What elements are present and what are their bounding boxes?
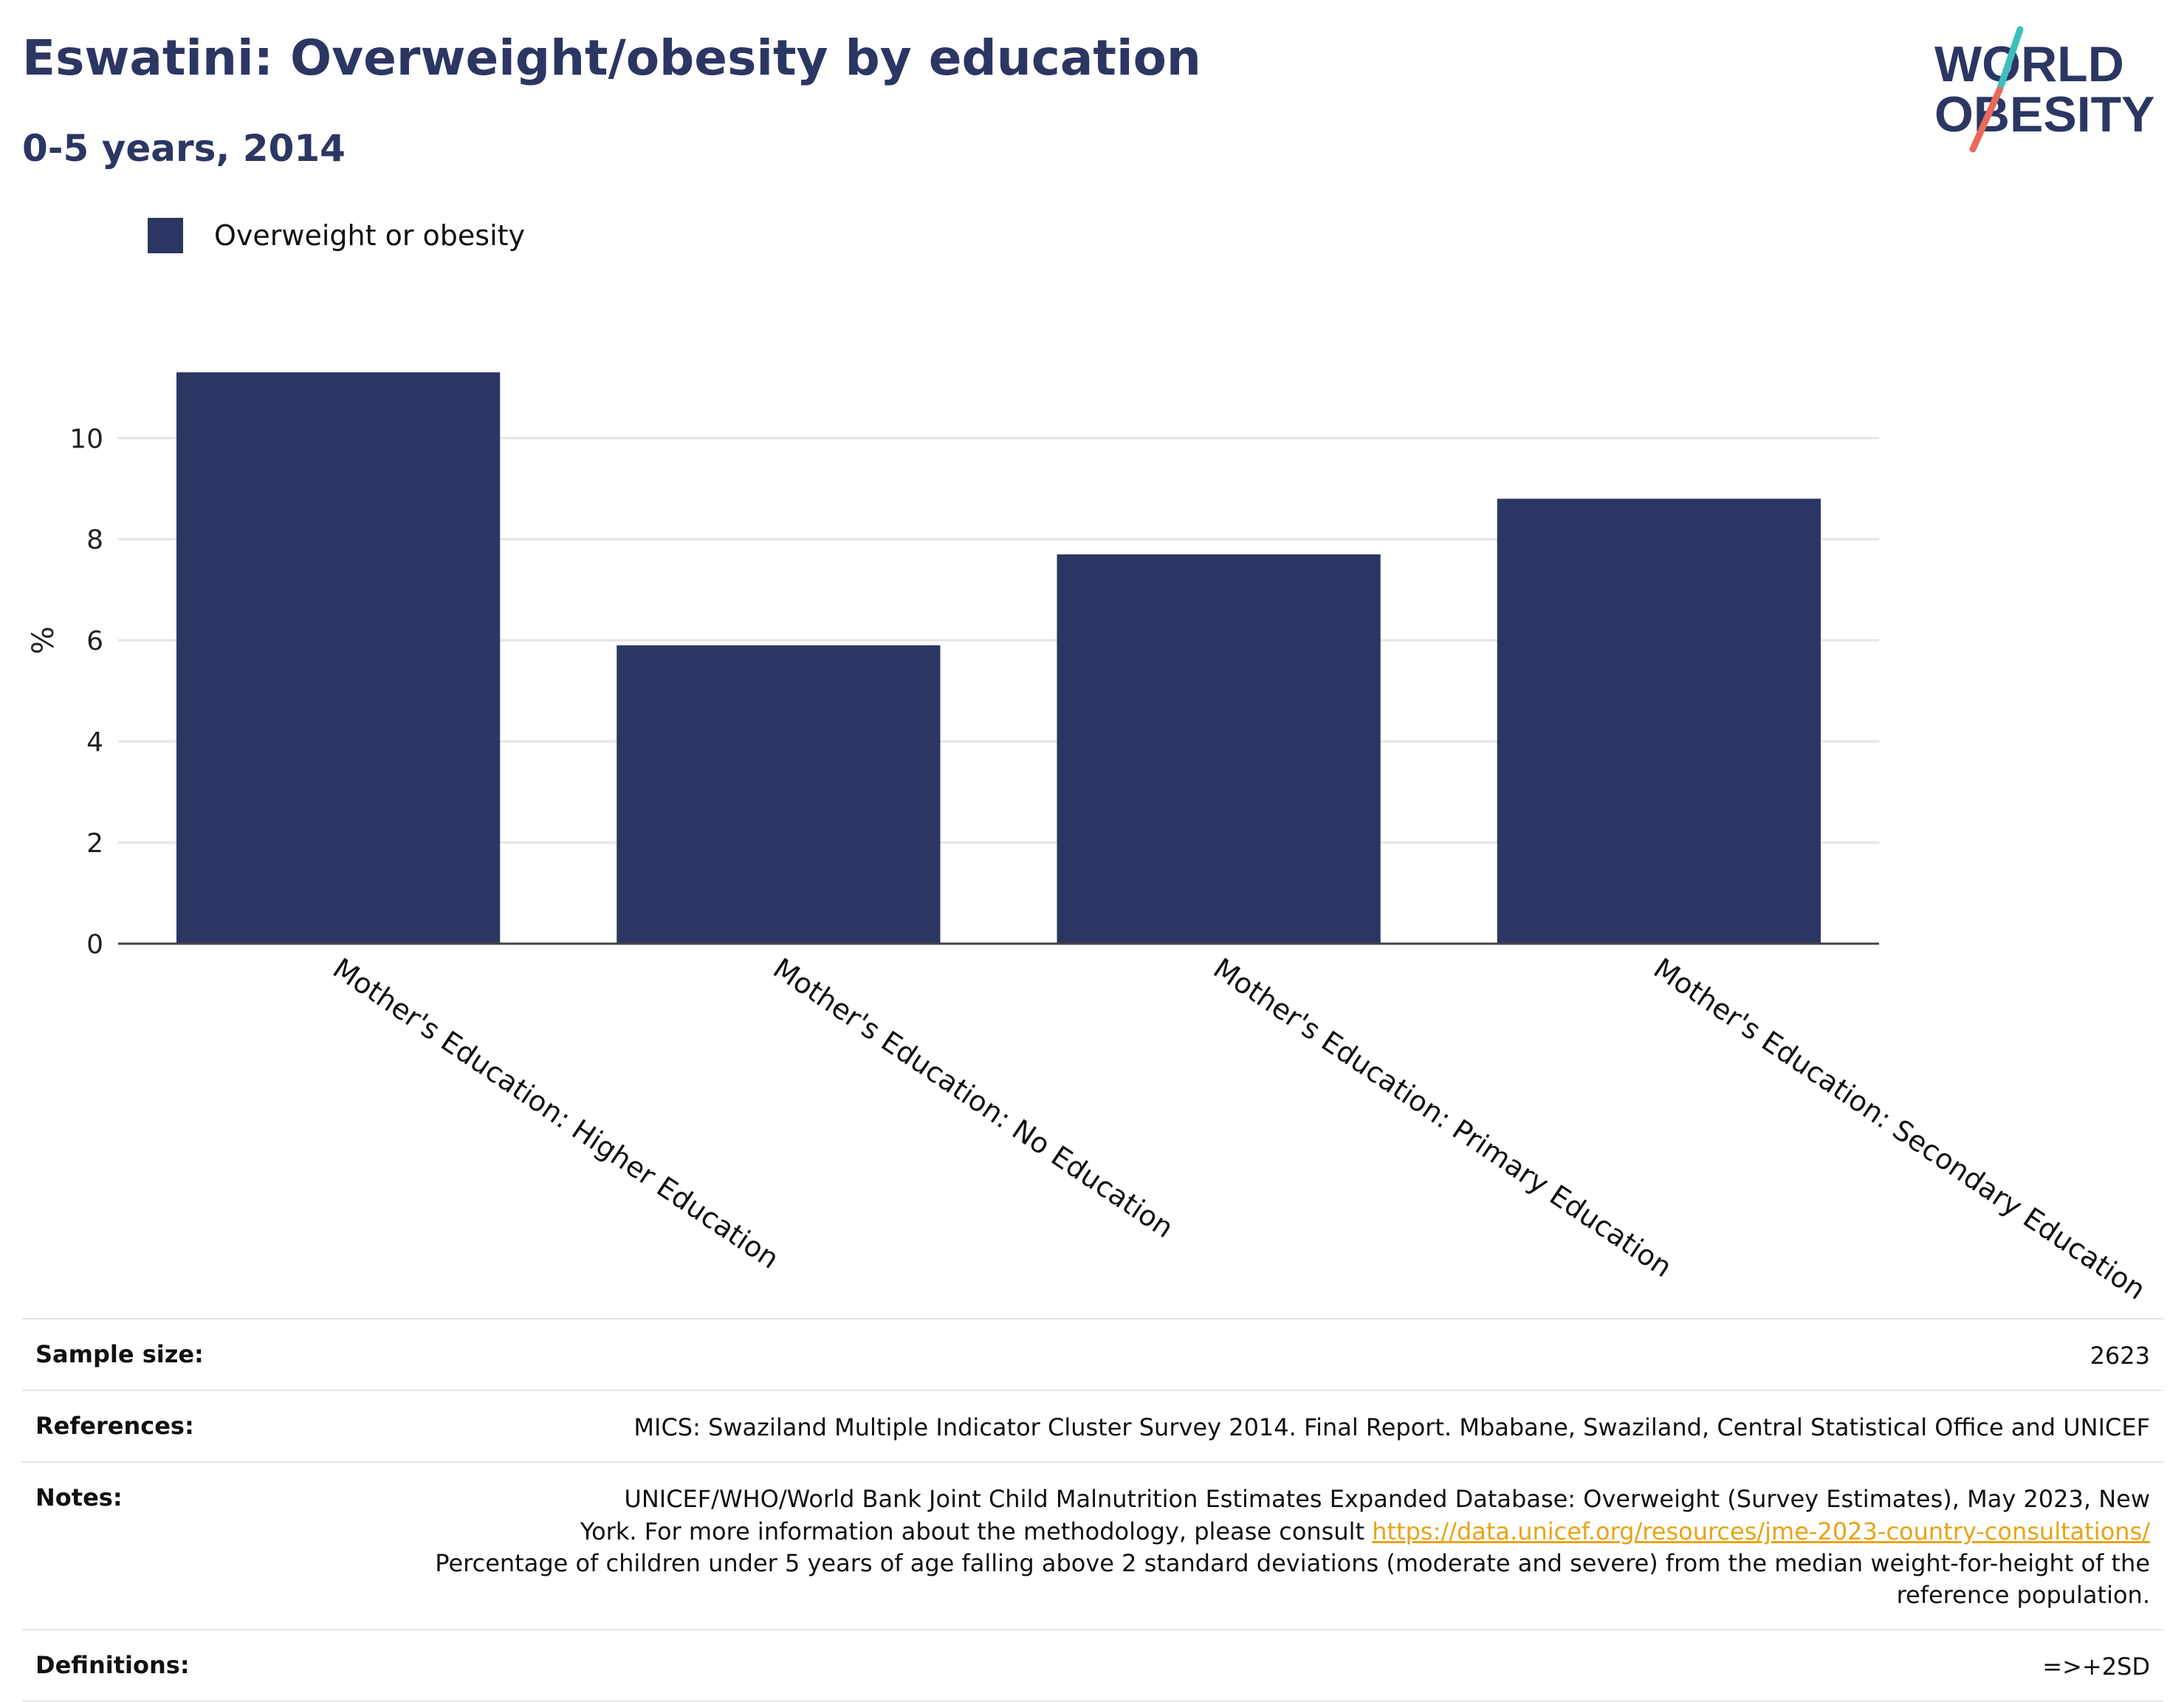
bar (1497, 498, 1821, 944)
logo-slash-bottom (1969, 86, 2003, 153)
y-tick-label: 4 (86, 727, 103, 758)
y-tick-label: 2 (86, 828, 103, 859)
y-axis-label: % (27, 626, 61, 654)
legend-swatch (148, 218, 183, 253)
footer-row-references: References: MICS: Swaziland Multiple Ind… (22, 1390, 2163, 1461)
sample-size-value: 2623 (2089, 1342, 2150, 1370)
notes-line-1: UNICEF/WHO/World Bank Joint Child Malnut… (624, 1485, 2150, 1514)
y-tick-label: 10 (69, 424, 103, 454)
bar (176, 372, 501, 944)
notes-line-2-text: York. For more information about the met… (580, 1517, 1373, 1545)
notes-line-2: York. For more information about the met… (580, 1517, 2150, 1545)
page-subtitle: 0-5 years, 2014 (22, 127, 346, 170)
methodology-link[interactable]: https://data.unicef.org/resources/jme-20… (1372, 1517, 2150, 1545)
logo-word-obesity: OBESITY (1934, 86, 2155, 143)
x-tick-label: Mother's Education: No Education (767, 952, 1179, 1244)
page-title: Eswatini: Overweight/obesity by educatio… (22, 30, 1201, 86)
x-tick-label: Mother's Education: Secondary Education (1648, 952, 2152, 1300)
definitions-label: Definitions: (35, 1651, 190, 1680)
bar-chart: 0 2 4 6 8 10% Mother's Education: Higher Educa… (27, 372, 2152, 1300)
bar (617, 645, 941, 944)
logo-slash-top (1996, 26, 2024, 94)
notes-line-3: Percentage of children under 5 years of … (435, 1548, 2150, 1609)
legend-label: Overweight or obesity (214, 219, 526, 252)
definitions-value: =>+2SD (2042, 1653, 2150, 1681)
x-tick-label: Mother's Education: Primary Education (1208, 952, 1678, 1283)
footer-table: Sample size: 2623 References: MICS: Swaz… (22, 1318, 2163, 1702)
logo-word-world: WORLD (1934, 36, 2124, 92)
y-tick-label: 8 (86, 525, 103, 555)
notes-value: UNICEF/WHO/World Bank Joint Child Malnut… (348, 1483, 2150, 1611)
notes-label: Notes: (35, 1483, 123, 1512)
bar (1057, 554, 1381, 944)
x-tick-label: Mother's Education: Higher Education (327, 952, 785, 1275)
y-tick-label: 6 (86, 626, 103, 656)
footer-row-definitions: Definitions: =>+2SD (22, 1629, 2163, 1702)
footer-row-notes: Notes: UNICEF/WHO/World Bank Joint Child… (22, 1461, 2163, 1629)
world-obesity-logo: WORLD OBESITY (1934, 26, 2155, 153)
sample-size-label: Sample size: (35, 1340, 204, 1368)
y-tick-label: 0 (86, 930, 103, 960)
footer-row-sample-size: Sample size: 2623 (22, 1318, 2163, 1390)
references-value: MICS: Swaziland Multiple Indicator Clust… (633, 1413, 2150, 1442)
legend: Overweight or obesity (148, 218, 525, 253)
references-label: References: (35, 1412, 194, 1441)
